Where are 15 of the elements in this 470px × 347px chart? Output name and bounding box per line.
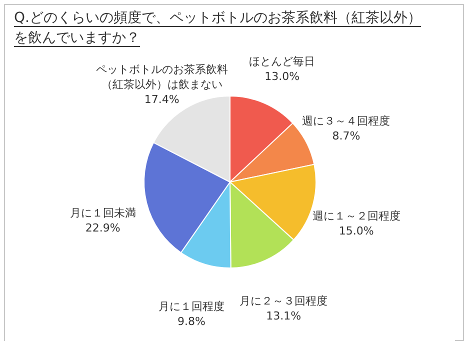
data-label: 17.4% bbox=[144, 93, 180, 106]
slice-label: 週に３～４回程度 bbox=[302, 114, 390, 128]
slice-label: 月に１回未満 bbox=[70, 206, 136, 220]
slice-label: 月に２～３回程度 bbox=[240, 294, 328, 308]
data-label: 15.0% bbox=[338, 224, 374, 238]
data-label: 9.8% bbox=[177, 315, 206, 328]
slice-label: 月に１回程度 bbox=[158, 300, 224, 314]
slice-label: ほとんど毎日 bbox=[249, 54, 316, 68]
slice-label: ペットボトルのお茶系飲料（紅茶以外）は飲まない bbox=[96, 63, 228, 92]
data-label: 13.0% bbox=[264, 70, 300, 83]
slice-label: 週に１～２回程度 bbox=[312, 209, 400, 222]
chart-title: Q.どのくらいの頻度で、ペットボトルのお茶系飲料（紅茶以外）を飲んでいますか？ bbox=[14, 10, 422, 47]
data-label: 8.7% bbox=[332, 130, 360, 143]
data-label: 22.9% bbox=[85, 222, 120, 235]
data-label: 13.1% bbox=[266, 310, 302, 323]
